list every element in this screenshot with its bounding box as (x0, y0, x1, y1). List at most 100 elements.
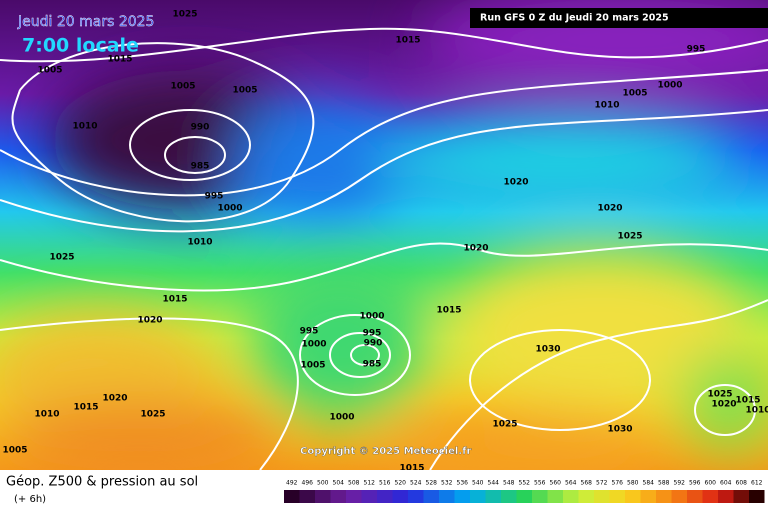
colorbar-tick-label: 576 (612, 480, 624, 487)
colorbar-tick-label: 552 (519, 480, 531, 487)
colorbar-cell (563, 490, 579, 503)
isobar-label: 1005 (232, 86, 257, 96)
colorbar-cell (454, 490, 470, 503)
isobar-label: 990 (364, 339, 383, 349)
colorbar-tick-label: 512 (364, 480, 376, 487)
isobar-label: 990 (191, 123, 210, 133)
isobar-label: 1020 (102, 394, 127, 404)
isobar-label: 1010 (745, 406, 768, 416)
colorbar-tick-label: 492 (286, 480, 298, 487)
colorbar-cell (377, 490, 393, 503)
isobar-label: 995 (363, 329, 382, 339)
colorbar-tick-label: 528 (426, 480, 438, 487)
colorbar-tick-label: 596 (689, 480, 701, 487)
colorbar-cell (594, 490, 610, 503)
colorbar-cell (330, 490, 346, 503)
isobar-label: 985 (191, 162, 210, 172)
isobar-label: 1015 (395, 36, 420, 46)
isobar-label: 1015 (73, 403, 98, 413)
isobar-label: 1005 (2, 446, 27, 456)
isobar-label: 1030 (607, 425, 632, 435)
colorbar-cell (671, 490, 687, 503)
colorbar-tick-label: 540 (472, 480, 484, 487)
colorbar-cell (392, 490, 408, 503)
colorbar-cell (470, 490, 486, 503)
colorbar-tick-label: 500 (317, 480, 329, 487)
isobar-label: 1030 (535, 345, 560, 355)
isobar-lines (0, 27, 768, 471)
isobar-label: 1015 (436, 306, 461, 316)
isobar-label: 1000 (301, 340, 326, 350)
colorbar-tick-label: 608 (736, 480, 748, 487)
isobar-label: 1005 (37, 66, 62, 76)
isobar-label: 1005 (300, 361, 325, 371)
isobar-label: 1020 (503, 178, 528, 188)
colorbar-cell (733, 490, 749, 503)
colorbar-cell (501, 490, 517, 503)
colorbar-cell (749, 490, 765, 503)
isobar-label: 1015 (162, 295, 187, 305)
colorbar-cell (609, 490, 625, 503)
isobar-label: 1020 (463, 244, 488, 254)
colorbar-tick-label: 524 (410, 480, 422, 487)
colorbar-cell (284, 490, 300, 503)
colorbar-tick-label: 568 (581, 480, 593, 487)
colorbar-cell (625, 490, 641, 503)
colorbar-tick-label: 504 (333, 480, 345, 487)
colorbar-tick-label: 520 (395, 480, 407, 487)
isobar-label: 995 (300, 327, 319, 337)
colorbar-tick-label: 584 (643, 480, 655, 487)
isobar-label: 1010 (594, 101, 619, 111)
isobar-label: 1025 (140, 410, 165, 420)
isobar-label: 1015 (735, 396, 760, 406)
isobar-label: 1025 (172, 10, 197, 20)
colorbar-tick-label: 572 (596, 480, 608, 487)
colorbar-tick-label: 580 (627, 480, 639, 487)
colorbar-tick-label: 496 (302, 480, 314, 487)
colorbar-tick-label: 508 (348, 480, 360, 487)
colorbar-tick-label: 536 (457, 480, 469, 487)
colorbar: 492 496 500 504 508 512 516 520 524 528 532 536 540 5… (284, 480, 765, 503)
isobar-label: 995 (205, 192, 224, 202)
colorbar-cell (439, 490, 455, 503)
colorbar-cell (687, 490, 703, 503)
isobar-label: 1015 (399, 464, 424, 474)
colorbar-tick-label: 516 (379, 480, 391, 487)
isobar-label: 1000 (329, 413, 354, 423)
colorbar-cell (718, 490, 734, 503)
isobar-label: 1010 (34, 410, 59, 420)
run-box (470, 8, 768, 28)
colorbar-cell (640, 490, 656, 503)
isobar-label: 1000 (217, 204, 242, 214)
colorbar-cell (423, 490, 439, 503)
isobar-label: 1020 (711, 400, 736, 410)
colorbar-tick-label: 600 (705, 480, 717, 487)
isobar-label: 1005 (622, 89, 647, 99)
colorbar-cell (547, 490, 563, 503)
colorbar-cell (346, 490, 362, 503)
colorbar-cell (578, 490, 594, 503)
colorbar-cell (532, 490, 548, 503)
footer-title: Géop. Z500 & pression au sol (6, 475, 198, 490)
colorbar-tick-label: 532 (441, 480, 453, 487)
date-label: Jeudi 20 mars 2025 (17, 14, 154, 30)
isobar-label: 1010 (72, 122, 97, 132)
isobar-label: 1025 (49, 253, 74, 263)
isobar-label: 1000 (359, 312, 384, 322)
isobar-label: 995 (687, 45, 706, 55)
colorbar-tick-label: 592 (674, 480, 686, 487)
colorbar-cell (408, 490, 424, 503)
colorbar-tick-label: 604 (720, 480, 732, 487)
isobar-label: 1005 (170, 82, 195, 92)
colorbar-tick-label: 548 (503, 480, 515, 487)
colorbar-tick-label: 612 (751, 480, 763, 487)
footer-offset: (+ 6h) (14, 494, 46, 505)
colorbar-tick-label: 544 (488, 480, 500, 487)
colorbar-tick-label: 560 (550, 480, 562, 487)
colorbar-cell (656, 490, 672, 503)
colorbar-tick-label: 556 (534, 480, 546, 487)
colorbar-cell (485, 490, 501, 503)
isobar-label: 1025 (492, 420, 517, 430)
colorbar-cell (702, 490, 718, 503)
